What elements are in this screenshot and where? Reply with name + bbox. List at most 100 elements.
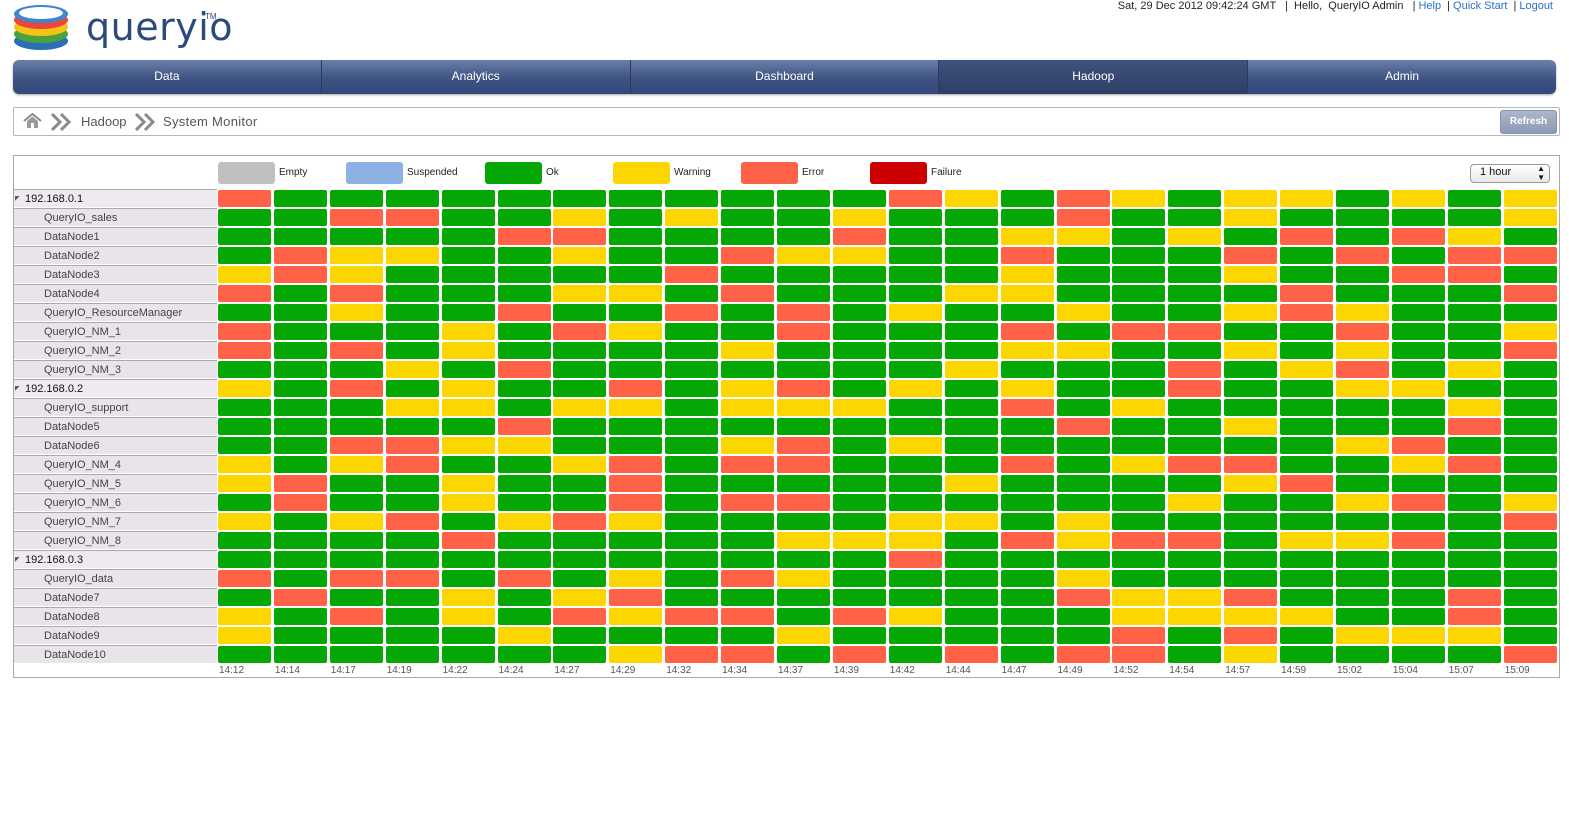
status-cell-warning[interactable] xyxy=(1280,361,1334,378)
status-cell-warning[interactable] xyxy=(1056,513,1110,530)
status-cell-ok[interactable] xyxy=(1280,589,1334,606)
status-cell-ok[interactable] xyxy=(1000,475,1054,492)
status-cell-warning[interactable] xyxy=(1112,608,1166,625)
status-cell-ok[interactable] xyxy=(944,209,998,226)
status-cell-ok[interactable] xyxy=(721,209,775,226)
status-cell-error[interactable] xyxy=(385,209,439,226)
status-cell-ok[interactable] xyxy=(1391,646,1445,663)
status-cell-ok[interactable] xyxy=(1112,228,1166,245)
status-cell-ok[interactable] xyxy=(1447,209,1501,226)
status-cell-warning[interactable] xyxy=(1391,627,1445,644)
status-cell-error[interactable] xyxy=(777,323,830,340)
status-cell-ok[interactable] xyxy=(944,266,998,283)
node-row-label[interactable]: DataNode2 xyxy=(14,246,217,264)
status-cell-ok[interactable] xyxy=(1447,437,1501,454)
status-cell-warning[interactable] xyxy=(441,475,495,492)
status-cell-error[interactable] xyxy=(329,608,383,625)
status-cell-warning[interactable] xyxy=(609,608,663,625)
status-cell-ok[interactable] xyxy=(665,475,719,492)
status-cell-warning[interactable] xyxy=(1224,304,1278,321)
status-cell-ok[interactable] xyxy=(609,266,663,283)
status-cell-ok[interactable] xyxy=(665,342,719,359)
status-cell-ok[interactable] xyxy=(497,608,551,625)
status-cell-warning[interactable] xyxy=(777,532,830,549)
status-cell-ok[interactable] xyxy=(1056,266,1110,283)
status-cell-ok[interactable] xyxy=(1056,247,1110,264)
status-cell-ok[interactable] xyxy=(1224,551,1278,568)
status-cell-error[interactable] xyxy=(1000,247,1054,264)
status-cell-warning[interactable] xyxy=(441,399,495,416)
status-cell-ok[interactable] xyxy=(553,551,607,568)
node-row-label[interactable]: QueryIO_NM_6 xyxy=(14,493,217,511)
status-cell-ok[interactable] xyxy=(1112,551,1166,568)
status-cell-ok[interactable] xyxy=(1280,456,1334,473)
status-cell-warning[interactable] xyxy=(832,247,886,264)
breadcrumb-hadoop[interactable]: Hadoop xyxy=(81,114,127,129)
status-cell-warning[interactable] xyxy=(218,475,271,492)
status-cell-ok[interactable] xyxy=(1112,266,1166,283)
status-cell-ok[interactable] xyxy=(1000,589,1054,606)
status-cell-ok[interactable] xyxy=(497,475,551,492)
status-cell-error[interactable] xyxy=(721,494,775,511)
status-cell-ok[interactable] xyxy=(1280,380,1334,397)
status-cell-error[interactable] xyxy=(385,570,439,587)
status-cell-warning[interactable] xyxy=(441,494,495,511)
status-cell-error[interactable] xyxy=(273,247,327,264)
status-cell-error[interactable] xyxy=(273,266,327,283)
status-cell-ok[interactable] xyxy=(1447,513,1501,530)
status-cell-ok[interactable] xyxy=(777,266,830,283)
status-cell-ok[interactable] xyxy=(553,304,607,321)
status-cell-ok[interactable] xyxy=(888,247,942,264)
status-cell-warning[interactable] xyxy=(609,323,663,340)
status-cell-ok[interactable] xyxy=(1280,247,1334,264)
status-cell-ok[interactable] xyxy=(944,608,998,625)
status-cell-ok[interactable] xyxy=(944,627,998,644)
status-cell-ok[interactable] xyxy=(273,532,327,549)
status-cell-ok[interactable] xyxy=(1168,399,1222,416)
status-cell-ok[interactable] xyxy=(1336,475,1389,492)
status-cell-ok[interactable] xyxy=(1280,266,1334,283)
status-cell-ok[interactable] xyxy=(497,551,551,568)
status-cell-ok[interactable] xyxy=(1224,494,1278,511)
status-cell-ok[interactable] xyxy=(777,551,830,568)
status-cell-ok[interactable] xyxy=(385,551,439,568)
status-cell-ok[interactable] xyxy=(497,266,551,283)
status-cell-error[interactable] xyxy=(944,646,998,663)
status-cell-ok[interactable] xyxy=(665,513,719,530)
status-cell-error[interactable] xyxy=(1112,532,1166,549)
status-cell-error[interactable] xyxy=(1280,304,1334,321)
node-row-label[interactable]: QueryIO_NM_2 xyxy=(14,341,217,359)
status-cell-ok[interactable] xyxy=(329,646,383,663)
node-row-label[interactable]: DataNode3 xyxy=(14,265,217,283)
status-cell-ok[interactable] xyxy=(832,323,886,340)
time-range-select[interactable]: 1 hour ▲ ▼ xyxy=(1470,164,1550,183)
status-cell-ok[interactable] xyxy=(385,342,439,359)
status-cell-ok[interactable] xyxy=(944,323,998,340)
status-cell-ok[interactable] xyxy=(273,627,327,644)
status-cell-ok[interactable] xyxy=(777,209,830,226)
status-cell-ok[interactable] xyxy=(888,418,942,435)
status-cell-ok[interactable] xyxy=(1168,247,1222,264)
status-cell-warning[interactable] xyxy=(609,285,663,302)
status-cell-ok[interactable] xyxy=(273,285,327,302)
nav-tab-admin[interactable]: Admin xyxy=(1385,69,1420,83)
status-cell-ok[interactable] xyxy=(1056,361,1110,378)
status-cell-ok[interactable] xyxy=(1168,437,1222,454)
status-cell-ok[interactable] xyxy=(1503,456,1557,473)
status-cell-ok[interactable] xyxy=(777,589,830,606)
status-cell-ok[interactable] xyxy=(1391,209,1445,226)
status-cell-warning[interactable] xyxy=(1168,494,1222,511)
status-cell-ok[interactable] xyxy=(944,418,998,435)
status-cell-ok[interactable] xyxy=(1391,304,1445,321)
status-cell-ok[interactable] xyxy=(1224,437,1278,454)
status-cell-warning[interactable] xyxy=(1336,437,1389,454)
status-cell-ok[interactable] xyxy=(441,646,495,663)
status-cell-ok[interactable] xyxy=(497,646,551,663)
status-cell-ok[interactable] xyxy=(832,570,886,587)
status-cell-ok[interactable] xyxy=(1336,399,1389,416)
status-cell-ok[interactable] xyxy=(944,437,998,454)
status-cell-ok[interactable] xyxy=(832,342,886,359)
status-cell-ok[interactable] xyxy=(1280,646,1334,663)
status-cell-ok[interactable] xyxy=(1112,247,1166,264)
status-cell-ok[interactable] xyxy=(888,399,942,416)
